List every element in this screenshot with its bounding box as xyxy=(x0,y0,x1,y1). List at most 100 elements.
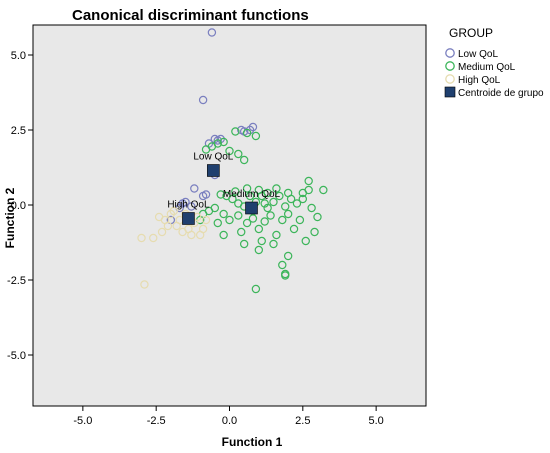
point-medium-qol xyxy=(234,149,243,159)
point-medium-qol xyxy=(234,211,243,220)
x-tick-label: -5.0 xyxy=(73,415,92,427)
legend-marker xyxy=(445,61,455,71)
point-medium-qol xyxy=(231,187,240,196)
point-medium-qol xyxy=(242,218,252,228)
point-low-qol xyxy=(187,202,196,211)
point-medium-qol xyxy=(269,239,278,249)
point-medium-qol xyxy=(307,203,316,213)
point-medium-qol xyxy=(304,176,313,186)
y-tick-label: -2.5 xyxy=(7,275,26,287)
x-tick-label: 2.5 xyxy=(295,415,310,427)
point-medium-qol xyxy=(289,224,299,234)
legend-label: Centroide de grupo xyxy=(458,88,544,99)
legend-title: GROUP xyxy=(449,26,493,40)
legend-label: Low QoL xyxy=(458,49,498,60)
point-medium-qol xyxy=(254,245,264,255)
point-medium-qol xyxy=(283,188,293,198)
centroid-marker xyxy=(182,212,195,225)
point-medium-qol xyxy=(269,197,278,207)
point-medium-qol xyxy=(219,137,228,147)
point-medium-qol xyxy=(275,191,284,201)
y-tick-label: 5.0 xyxy=(11,50,26,62)
y-axis: -5.0 -2.5 0.0 2.5 5.0 xyxy=(7,50,33,362)
legend-marker xyxy=(445,74,455,84)
legend: GROUP Low QoL Medium QoL High QoL Centroide… xyxy=(444,26,544,99)
y-tick-label: -5.0 xyxy=(7,350,26,362)
y-tick-label: 2.5 xyxy=(11,125,26,137)
x-tick-label: 0.0 xyxy=(222,415,237,427)
point-medium-qol xyxy=(298,194,308,204)
point-medium-qol xyxy=(260,199,269,208)
point-medium-qol xyxy=(219,230,228,240)
point-medium-qol xyxy=(281,271,290,280)
centroid-marker xyxy=(245,201,258,215)
legend-label: High QoL xyxy=(458,75,501,86)
legend-label: Medium QoL xyxy=(458,62,516,73)
point-low-qol xyxy=(190,184,199,193)
point-medium-qol xyxy=(281,202,290,211)
point-medium-qol xyxy=(225,215,234,225)
x-axis-label: Function 1 xyxy=(222,435,283,449)
point-medium-qol xyxy=(237,227,246,237)
point-low-qol xyxy=(248,122,258,132)
point-low-qol xyxy=(201,190,211,199)
legend-marker xyxy=(444,86,456,98)
point-medium-qol xyxy=(283,209,293,219)
x-tick-label: -2.5 xyxy=(147,415,166,427)
point-high-qol xyxy=(137,233,146,243)
point-high-qol xyxy=(154,212,164,222)
point-medium-qol xyxy=(272,230,281,240)
point-high-qol xyxy=(157,227,167,237)
point-medium-qol xyxy=(263,188,272,198)
centroid-label: Low QoL xyxy=(193,152,233,163)
point-medium-qol xyxy=(272,184,281,193)
point-medium-qol xyxy=(304,185,313,195)
point-low-qol xyxy=(207,28,217,37)
point-medium-qol xyxy=(319,185,328,195)
point-medium-qol xyxy=(242,184,252,193)
point-medium-qol xyxy=(257,236,266,246)
point-medium-qol xyxy=(228,194,237,204)
point-medium-qol xyxy=(313,212,322,222)
point-medium-qol xyxy=(254,224,264,234)
centroid-label: High QoL xyxy=(167,200,210,211)
y-tick-label: 0.0 xyxy=(11,200,26,212)
point-medium-qol xyxy=(283,251,293,261)
point-medium-qol xyxy=(213,139,222,148)
point-medium-qol xyxy=(245,191,255,201)
point-medium-qol xyxy=(260,217,269,226)
point-medium-qol xyxy=(278,215,287,225)
x-tick-label: 5.0 xyxy=(368,415,383,427)
point-high-qol xyxy=(149,233,158,243)
point-medium-qol xyxy=(242,128,252,138)
point-medium-qol xyxy=(292,199,302,208)
centroid-marker xyxy=(207,164,220,177)
point-medium-qol xyxy=(219,209,228,219)
point-medium-qol xyxy=(301,236,310,246)
point-medium-qol xyxy=(278,260,287,270)
point-high-qol xyxy=(163,221,173,231)
x-axis: -5.0 -2.5 0.0 2.5 5.0 xyxy=(73,406,384,427)
point-high-qol xyxy=(140,280,149,289)
point-high-qol xyxy=(169,206,178,216)
point-high-qol xyxy=(198,224,208,234)
point-medium-qol xyxy=(239,239,249,249)
point-medium-qol xyxy=(239,155,249,165)
point-medium-qol xyxy=(295,215,305,225)
point-low-qol xyxy=(198,95,208,105)
plot-area xyxy=(32,24,427,407)
centroid-labels: Low QoL Medium QoL High QoL xyxy=(167,152,280,211)
point-medium-qol xyxy=(216,190,225,199)
point-medium-qol xyxy=(310,227,319,237)
point-medium-qol xyxy=(213,218,222,228)
point-medium-qol xyxy=(225,146,234,156)
point-medium-qol xyxy=(251,131,261,141)
point-medium-qol xyxy=(231,127,240,136)
data-points xyxy=(137,28,328,294)
point-high-qol xyxy=(187,230,196,240)
point-high-qol xyxy=(201,215,211,225)
point-medium-qol xyxy=(251,284,261,294)
centroid-label: Medium QoL xyxy=(223,189,281,200)
chart-title: Canonical discriminant functions xyxy=(72,7,309,24)
